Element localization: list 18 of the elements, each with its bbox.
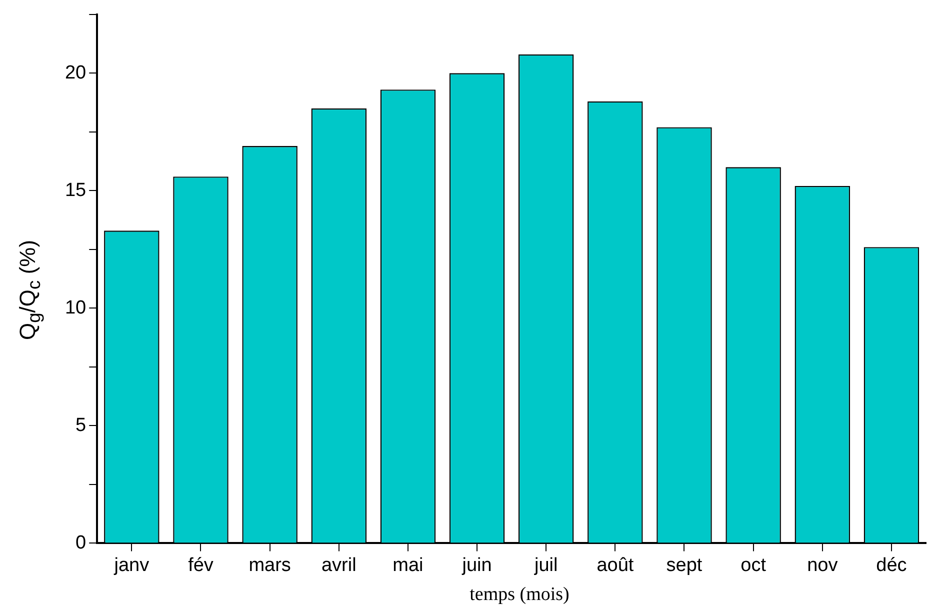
x-tick-label: avril — [321, 554, 356, 576]
y-tick-label: 15 — [64, 180, 86, 201]
x-tick-label: juil — [533, 554, 558, 576]
y-tick-label: 0 — [76, 532, 86, 554]
x-tick-label: mai — [392, 554, 424, 576]
x-tick-label: nov — [807, 554, 838, 576]
x-tick-label: janv — [113, 554, 150, 576]
x-tick-label: sept — [666, 554, 703, 576]
x-tick-label: oct — [740, 554, 767, 576]
x-tick-label: déc — [876, 554, 907, 576]
x-tick-label: mars — [248, 554, 291, 576]
y-tick-label: 10 — [64, 297, 86, 318]
y-tick-label: 5 — [76, 414, 86, 436]
x-tick-label: juin — [461, 554, 492, 576]
x-axis-title: temps (mois) — [468, 584, 570, 606]
x-tick-label: août — [596, 554, 634, 576]
y-tick-label: 20 — [64, 62, 86, 84]
x-tick-label: fév — [188, 554, 214, 576]
